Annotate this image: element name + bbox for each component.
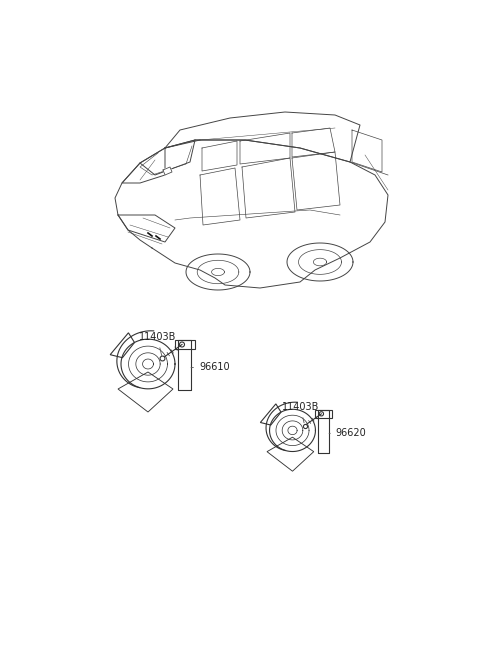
- Bar: [178, 340, 191, 390]
- Text: 96610: 96610: [191, 362, 229, 373]
- Polygon shape: [163, 167, 172, 175]
- Text: 96620: 96620: [329, 428, 367, 438]
- Text: 11403B: 11403B: [139, 332, 176, 356]
- Text: 11403B: 11403B: [282, 402, 319, 423]
- Bar: [175, 340, 195, 349]
- Bar: [315, 410, 333, 418]
- Bar: [318, 410, 329, 453]
